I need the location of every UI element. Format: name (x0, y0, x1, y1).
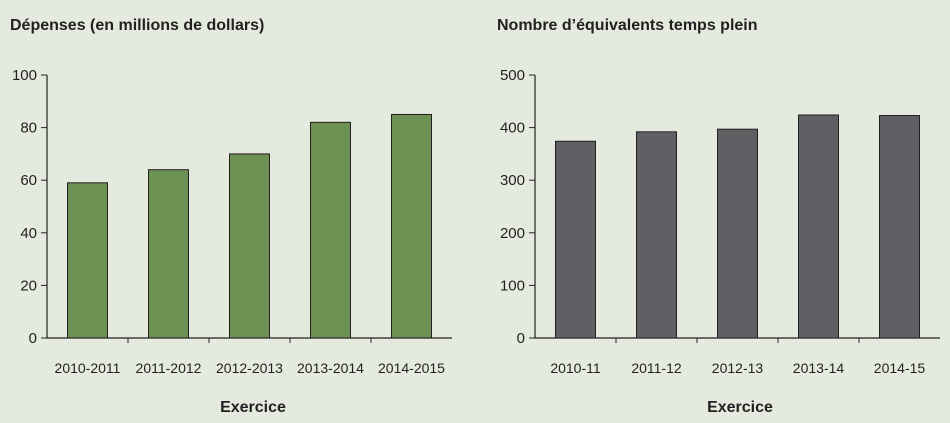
spending-chart: Dépenses (en millions de dollars) Exerci… (10, 17, 452, 416)
bar-2011-12 (636, 131, 677, 339)
bar-2014-2015 (391, 113, 432, 339)
bar-2011-2012 (148, 169, 189, 339)
x-axis-title: Exercice (220, 399, 286, 416)
fte-chart: Nombre d’équivalents temps plein Exercic… (497, 17, 940, 416)
bar-2010-2011 (67, 182, 108, 339)
y-tick-label: 0 (517, 330, 525, 347)
y-tick-label: 100 (12, 67, 37, 84)
x-tick-label: 2013-14 (793, 360, 845, 376)
x-tick-label: 2012-13 (712, 360, 764, 376)
y-tick-label: 400 (500, 120, 525, 137)
x-tick-label: 2012-2013 (216, 360, 283, 376)
x-axis-title: Exercice (707, 399, 773, 416)
y-tick-label: 200 (500, 225, 525, 242)
bar-2010-11 (555, 140, 596, 339)
bar-2013-2014 (310, 121, 351, 339)
x-tick-label: 2014-15 (874, 360, 926, 376)
x-tick-label: 2010-11 (550, 360, 601, 376)
chart-title: Dépenses (en millions de dollars) (10, 17, 264, 34)
y-tick-label: 80 (20, 120, 37, 137)
y-tick-label: 100 (500, 277, 525, 294)
y-tick-label: 500 (500, 67, 525, 84)
bar-2013-14 (798, 114, 839, 339)
x-tick-label: 2011-12 (631, 360, 682, 376)
y-tick-label: 0 (29, 330, 37, 347)
bar-2014-15 (879, 115, 920, 339)
x-tick-label: 2011-2012 (136, 360, 202, 376)
x-tick-label: 2010-2011 (55, 360, 121, 376)
y-tick-label: 40 (20, 225, 37, 242)
y-tick-label: 300 (500, 172, 525, 189)
chart-title: Nombre d’équivalents temps plein (497, 17, 758, 34)
bar-2012-2013 (229, 153, 270, 339)
x-tick-label: 2013-2014 (297, 360, 364, 376)
bar-2012-13 (717, 128, 758, 339)
x-tick-label: 2014-2015 (378, 360, 445, 376)
y-tick-label: 20 (20, 277, 37, 294)
y-tick-label: 60 (20, 172, 37, 189)
